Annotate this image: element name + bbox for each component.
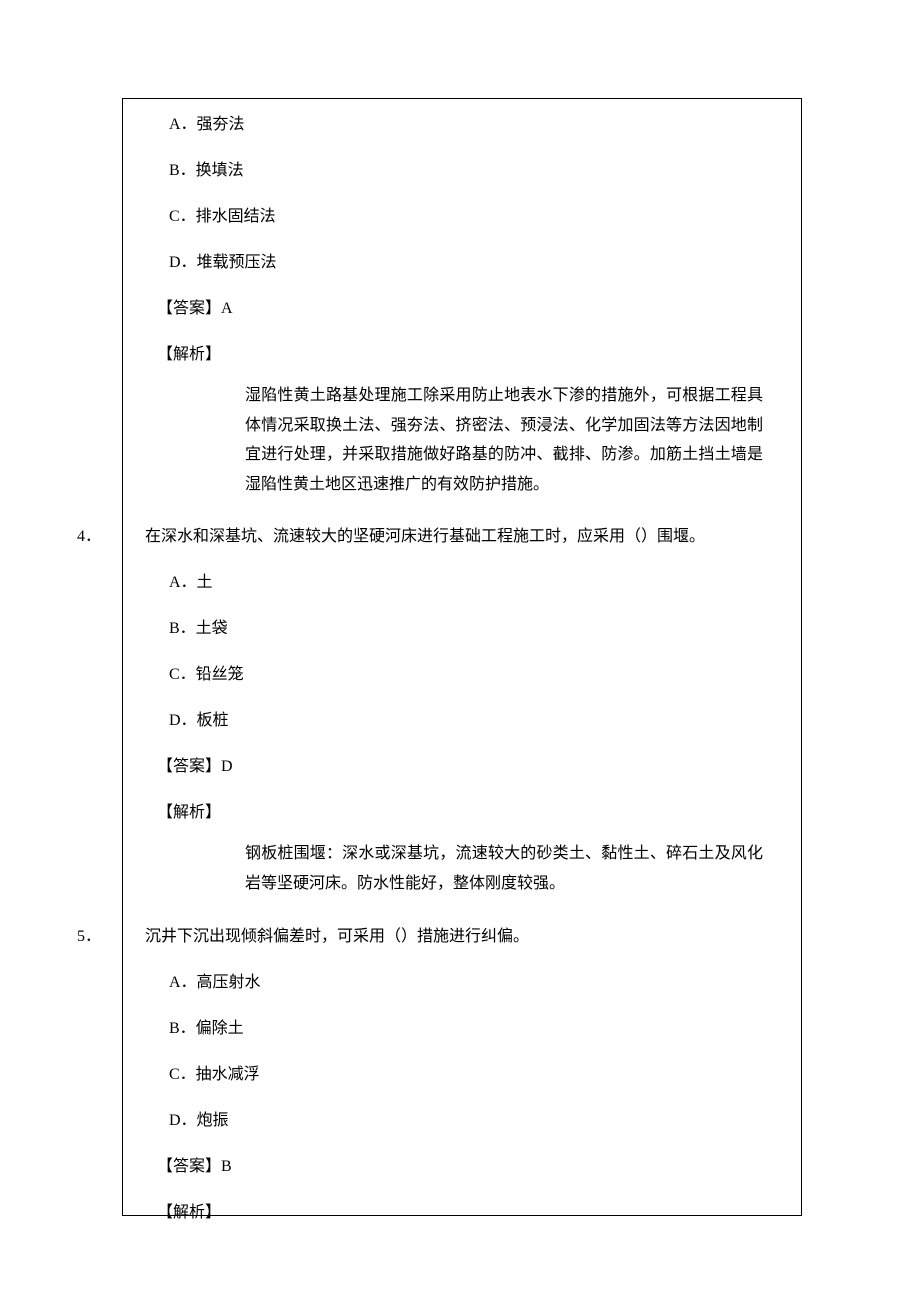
- q4-option-b: B．土袋: [153, 617, 771, 641]
- page-frame: A．强夯法 B．换填法 C．排水固结法 D．堆载预压法 【答案】A 【解析】 湿…: [122, 98, 802, 1216]
- q4-option-c: C．铅丝笼: [153, 663, 771, 687]
- q3-explain-body: 湿陷性黄土路基处理施工除采用防止地表水下渗的措施外，可根据工程具体情况采取换土法…: [245, 381, 763, 499]
- q3-option-d: D．堆载预压法: [153, 251, 771, 275]
- q4-option-d: D．板桩: [153, 709, 771, 733]
- q5-option-b: B．偏除土: [153, 1017, 771, 1041]
- q5-option-c: C．抽水减浮: [153, 1063, 771, 1087]
- q3-option-b: B．换填法: [153, 159, 771, 183]
- q4-stem-text: 在深水和深基坑、流速较大的坚硬河床进行基础工程施工时，应采用（）围堰。: [145, 528, 705, 545]
- q4-option-a: A．土: [153, 571, 771, 595]
- q3-explain-label: 【解析】: [153, 343, 771, 367]
- q4-stem: 4．在深水和深基坑、流速较大的坚硬河床进行基础工程施工时，应采用（）围堰。: [121, 525, 771, 549]
- q3-option-c: C．排水固结法: [153, 205, 771, 229]
- q4-explain-body: 钢板桩围堰：深水或深基坑，流速较大的砂类土、黏性土、碎石土及风化岩等坚硬河床。防…: [245, 839, 763, 898]
- q4-number: 4．: [121, 525, 145, 549]
- q5-option-d: D．炮振: [153, 1109, 771, 1133]
- q3-option-a: A．强夯法: [153, 113, 771, 137]
- q3-answer: 【答案】A: [153, 297, 771, 321]
- q5-stem-text: 沉井下沉出现倾斜偏差时，可采用（）措施进行纠偏。: [145, 928, 529, 945]
- q4-explain-label: 【解析】: [153, 801, 771, 825]
- q5-answer: 【答案】B: [153, 1155, 771, 1179]
- q5-option-a: A．高压射水: [153, 971, 771, 995]
- q5-number: 5．: [121, 925, 145, 949]
- q5-stem: 5．沉井下沉出现倾斜偏差时，可采用（）措施进行纠偏。: [121, 925, 771, 949]
- q4-answer: 【答案】D: [153, 755, 771, 779]
- q5-explain-label: 【解析】: [153, 1201, 771, 1225]
